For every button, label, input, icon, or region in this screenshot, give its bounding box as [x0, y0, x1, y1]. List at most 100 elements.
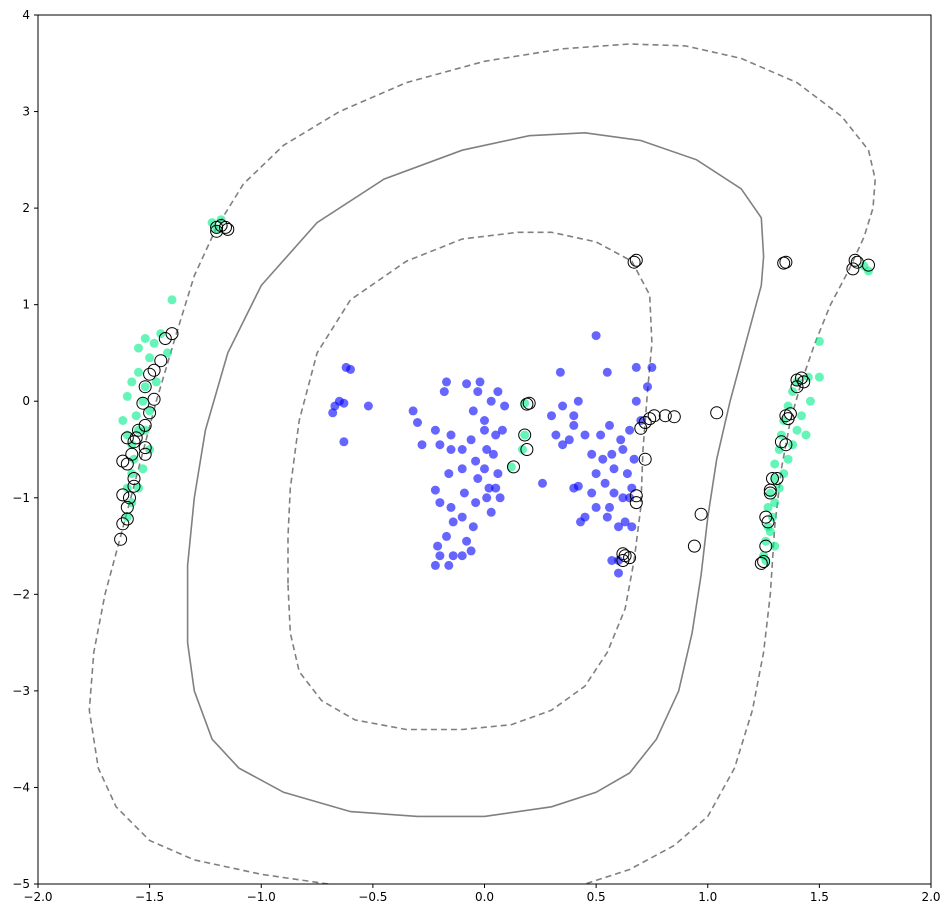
- class-a-point-91: [625, 425, 635, 435]
- support-vector-39: [616, 547, 630, 561]
- data-points: [118, 215, 873, 578]
- class-a-point-14: [433, 541, 443, 551]
- class-a-point-107: [605, 502, 614, 512]
- class-b-point-4: [129, 454, 139, 464]
- class-a-point-105: [538, 478, 547, 488]
- class-b-point-20: [127, 377, 137, 387]
- x-tick-label: −0.5: [358, 890, 387, 904]
- class-b-point-48: [792, 425, 802, 435]
- class-a-point-41: [466, 546, 476, 556]
- class-b-point-14: [145, 445, 155, 454]
- class-a-point-63: [564, 435, 574, 445]
- class-b-point-44: [803, 372, 813, 382]
- class-a-point-75: [596, 430, 606, 440]
- class-b-point-59: [814, 336, 824, 346]
- class-b-point-15: [138, 464, 148, 474]
- class-a-point-32: [457, 551, 467, 561]
- class-a-point-65: [569, 420, 579, 430]
- x-tick-label: 2.0: [921, 890, 940, 904]
- class-a-point-66: [573, 396, 583, 406]
- class-b-point-25: [151, 377, 161, 387]
- class-b-point-34: [763, 502, 773, 512]
- class-b-point-41: [783, 401, 793, 411]
- support-vector-14: [132, 423, 145, 437]
- support-vector-11: [127, 435, 141, 449]
- class-a-point-13: [435, 498, 445, 508]
- class-b-point-54: [768, 512, 777, 522]
- support-vector-4: [123, 491, 136, 505]
- y-tick-label: 0: [22, 394, 30, 408]
- class-a-point-28: [457, 464, 467, 474]
- class-a-point-26: [442, 377, 451, 387]
- class-a-point-45: [484, 483, 494, 493]
- class-a-point-18: [446, 445, 456, 454]
- class-a-point-8: [408, 406, 418, 416]
- x-tick-label: 0.0: [475, 890, 494, 904]
- support-vector-31: [221, 222, 235, 236]
- class-a-point-5: [328, 408, 338, 418]
- support-vector-45: [638, 452, 652, 466]
- support-vector-69: [790, 380, 804, 394]
- class-a-point-34: [473, 387, 483, 397]
- support-vector-19: [143, 406, 157, 420]
- support-vector-44: [629, 496, 643, 510]
- class-b-point-50: [783, 454, 793, 464]
- support-vector-75: [846, 262, 860, 276]
- support-vector-65: [779, 438, 793, 452]
- class-b-point-49: [788, 440, 798, 450]
- class-a-point-73: [591, 469, 601, 479]
- support-vector-74: [777, 256, 791, 270]
- class-b-point-7: [131, 411, 141, 421]
- support-vector-78: [862, 258, 875, 272]
- support-vector-35: [520, 443, 534, 456]
- support-vector-32: [629, 253, 643, 267]
- class-a-point-21: [448, 517, 458, 527]
- class-a-point-87: [616, 435, 626, 445]
- class-a-point-20: [446, 502, 456, 512]
- y-tick-label: −1: [12, 491, 30, 505]
- class-a-point-98: [631, 362, 641, 372]
- y-tick-label: −5: [12, 877, 30, 891]
- class-a-point-74: [591, 331, 601, 341]
- support-vector-54: [710, 406, 724, 420]
- support-vector-6: [127, 479, 141, 493]
- class-a-point-80: [602, 367, 612, 377]
- class-a-point-1: [339, 398, 349, 408]
- class-a-point-62: [555, 367, 565, 377]
- support-vector-48: [643, 412, 657, 426]
- class-a-point-77: [600, 478, 610, 488]
- class-b-point-42: [788, 387, 798, 397]
- class-b-point-9: [140, 382, 150, 392]
- class-a-point-101: [647, 362, 657, 372]
- x-tick-label: 1.0: [698, 890, 717, 904]
- class-b-point-13: [156, 329, 166, 339]
- class-b-point-11: [145, 353, 155, 363]
- class-a-point-17: [446, 430, 456, 440]
- class-a-point-84: [614, 522, 623, 532]
- class-a-point-12: [430, 485, 440, 495]
- y-tick-label: 4: [22, 8, 30, 22]
- support-vector-23: [147, 363, 161, 377]
- class-b-point-36: [770, 474, 780, 483]
- class-a-point-59: [547, 411, 556, 421]
- class-a-point-6: [339, 437, 349, 447]
- class-b-point-23: [167, 295, 177, 305]
- class-a-point-89: [618, 493, 628, 503]
- class-b-point-38: [774, 445, 784, 454]
- support-vector-3: [120, 500, 134, 514]
- support-vector-37: [520, 397, 534, 411]
- support-vector-76: [848, 253, 862, 267]
- support-vector-68: [783, 407, 797, 421]
- class-b-point-46: [805, 396, 815, 406]
- support-vector-9: [116, 454, 130, 468]
- support-vector-49: [647, 409, 661, 423]
- class-a-point-9: [413, 418, 422, 427]
- support-vector-47: [638, 416, 652, 429]
- class-a-point-79: [605, 420, 614, 430]
- class-a-point-39: [471, 498, 481, 508]
- support-vector-34: [518, 428, 532, 442]
- class-a-point-22: [442, 531, 451, 541]
- class-b-point-63: [506, 462, 516, 472]
- class-b-point-19: [122, 391, 132, 401]
- class-a-point-37: [471, 456, 481, 466]
